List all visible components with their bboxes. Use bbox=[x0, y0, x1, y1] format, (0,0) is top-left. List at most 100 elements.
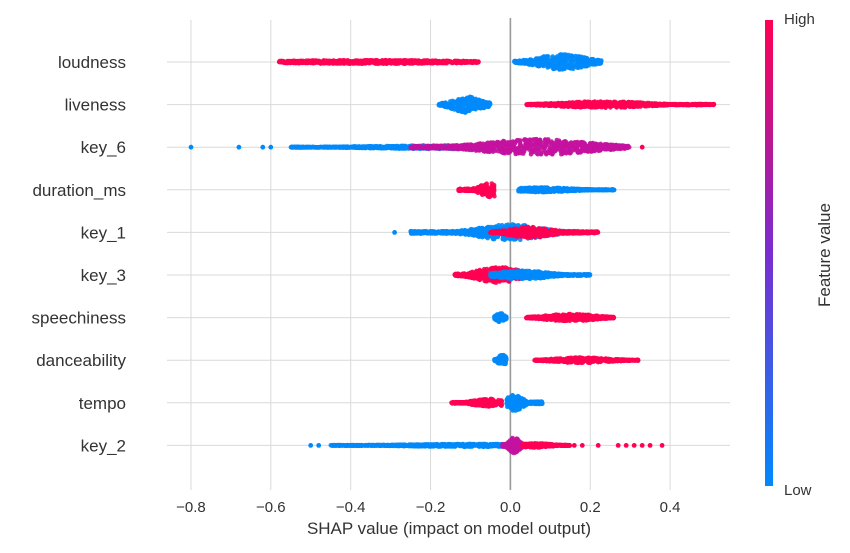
shap-point bbox=[466, 186, 472, 192]
shap-point bbox=[482, 183, 487, 188]
shap-point bbox=[618, 145, 623, 151]
shap-point bbox=[326, 145, 332, 150]
shap-point bbox=[575, 149, 580, 154]
shap-point bbox=[615, 101, 620, 107]
shap-point bbox=[493, 142, 499, 147]
shap-point bbox=[588, 105, 594, 110]
shap-point bbox=[546, 149, 551, 154]
shap-point bbox=[412, 60, 418, 65]
shap-point bbox=[421, 144, 426, 149]
shap-point bbox=[486, 100, 492, 105]
shap-point bbox=[354, 61, 359, 66]
shap-point bbox=[710, 102, 715, 107]
shap-point bbox=[315, 145, 320, 150]
shap-point bbox=[487, 149, 492, 154]
shap-point bbox=[486, 191, 492, 197]
shap-point bbox=[466, 59, 472, 64]
shap-point bbox=[523, 145, 529, 150]
shap-point bbox=[582, 148, 588, 153]
shap-point bbox=[342, 58, 348, 64]
shap-point bbox=[547, 188, 552, 194]
shap-point bbox=[396, 59, 402, 64]
shap-point bbox=[318, 59, 323, 65]
feature-points-liveness bbox=[436, 94, 717, 115]
shap-point bbox=[551, 140, 556, 146]
shap-point bbox=[485, 104, 491, 109]
shap-point bbox=[485, 140, 490, 146]
shap-point bbox=[515, 149, 520, 154]
shap-point bbox=[567, 150, 573, 156]
shap-point bbox=[532, 137, 538, 142]
shap-point bbox=[583, 144, 588, 149]
shap-point bbox=[581, 62, 586, 67]
shap-point bbox=[289, 144, 295, 150]
shap-point bbox=[370, 144, 376, 150]
shap-point bbox=[524, 137, 529, 143]
shap-point bbox=[474, 147, 480, 152]
shap-point bbox=[551, 103, 557, 109]
shap-point bbox=[660, 101, 666, 107]
grid bbox=[167, 20, 730, 490]
shap-point bbox=[554, 188, 559, 193]
shap-point bbox=[470, 100, 476, 105]
shap-point bbox=[590, 57, 596, 62]
shap-point bbox=[458, 187, 464, 192]
shap-point bbox=[448, 103, 453, 109]
shap-point bbox=[389, 59, 395, 64]
shap-point bbox=[655, 103, 661, 108]
shap-point bbox=[516, 138, 521, 143]
shap-point bbox=[508, 140, 514, 145]
shap-point bbox=[456, 59, 462, 64]
shap-point bbox=[435, 145, 441, 150]
shap-point bbox=[471, 228, 477, 233]
shap-point bbox=[562, 104, 567, 109]
shap-point bbox=[528, 149, 534, 155]
shap-point bbox=[547, 101, 552, 106]
shap-point bbox=[477, 186, 483, 192]
shap-point bbox=[436, 102, 442, 107]
shap-point bbox=[308, 58, 314, 64]
shap-point bbox=[566, 65, 572, 70]
shap-point bbox=[424, 60, 430, 65]
shap-point bbox=[461, 102, 466, 107]
shap-point bbox=[453, 231, 458, 236]
shap-point bbox=[277, 58, 283, 64]
shap-point bbox=[532, 59, 537, 65]
shap-point bbox=[543, 143, 548, 149]
shap-point-outlier bbox=[639, 144, 645, 150]
shap-point bbox=[627, 100, 632, 106]
shap-point bbox=[402, 59, 408, 64]
shap-point bbox=[409, 145, 414, 151]
shap-point bbox=[498, 142, 504, 148]
shap-point bbox=[586, 62, 591, 68]
shap-point bbox=[337, 61, 343, 66]
shap-point bbox=[415, 230, 421, 235]
shap-point bbox=[674, 102, 679, 107]
shap-point bbox=[303, 60, 308, 65]
shap-point bbox=[544, 58, 550, 64]
shap-point bbox=[309, 144, 315, 150]
shap-point bbox=[583, 103, 588, 108]
shap-point bbox=[578, 140, 583, 145]
shap-point bbox=[591, 100, 596, 105]
shap-point bbox=[434, 230, 439, 236]
shap-point bbox=[545, 54, 551, 59]
shap-point bbox=[558, 103, 563, 108]
shap-point bbox=[503, 147, 509, 153]
shap-point bbox=[331, 145, 337, 150]
shap-point bbox=[452, 100, 458, 106]
shap-point bbox=[425, 230, 430, 236]
shap-point bbox=[337, 145, 343, 150]
shap-point bbox=[481, 232, 486, 237]
shap-point bbox=[527, 188, 533, 194]
shap-point bbox=[440, 231, 445, 236]
shap-point bbox=[458, 109, 464, 114]
shap-point bbox=[476, 104, 482, 110]
shap-point bbox=[534, 147, 539, 152]
shap-point bbox=[328, 58, 333, 64]
shap-point bbox=[570, 66, 576, 71]
shap-point bbox=[595, 58, 601, 64]
shap-point bbox=[418, 59, 424, 64]
shap-point bbox=[536, 102, 541, 107]
